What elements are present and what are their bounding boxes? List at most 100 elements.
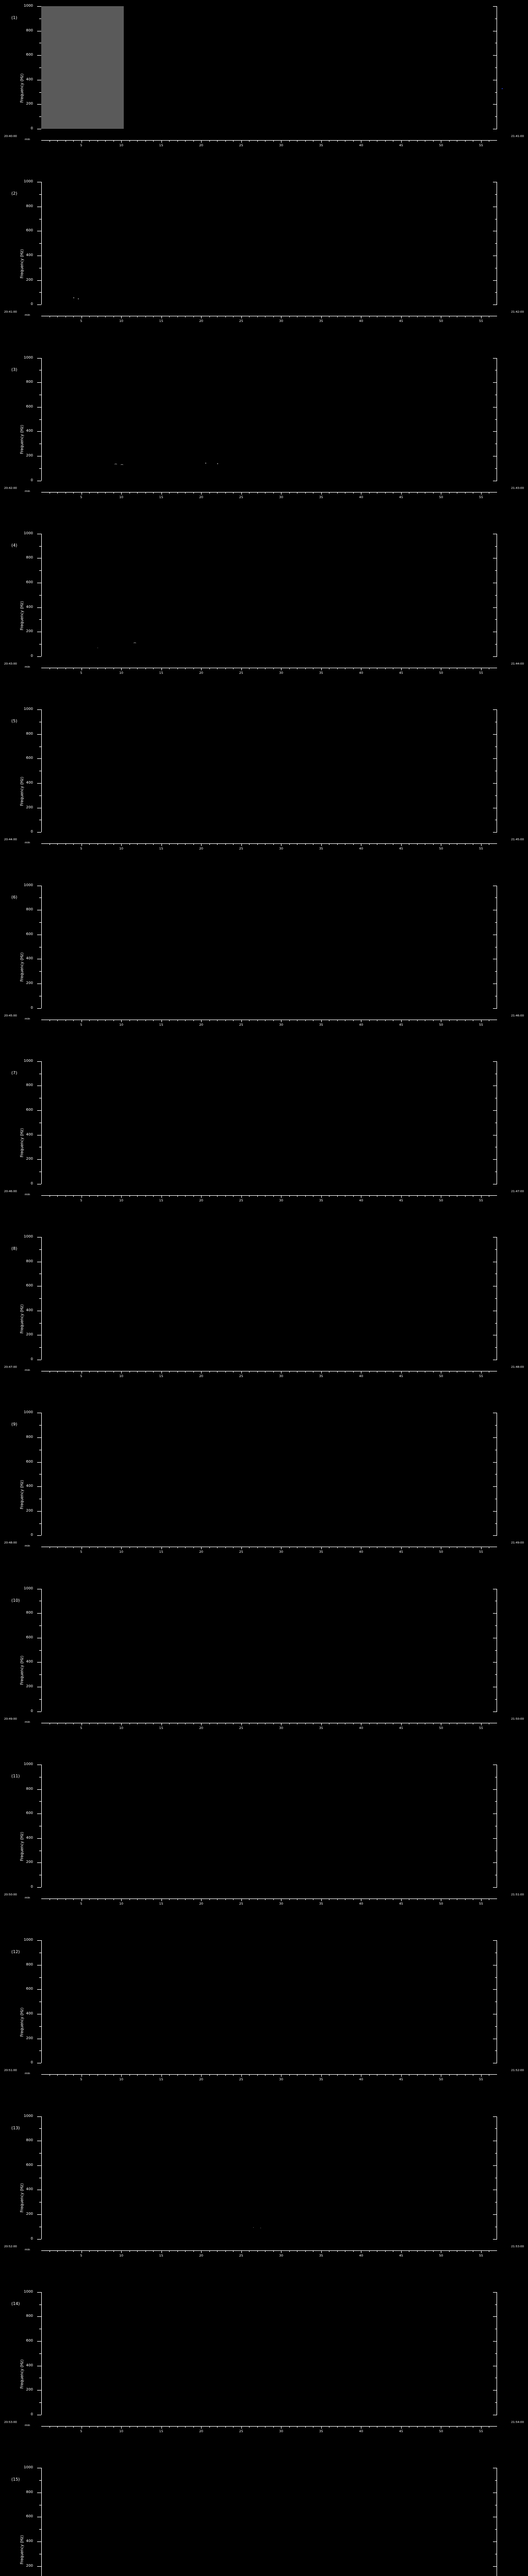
x-minor-tick bbox=[177, 140, 178, 142]
x-axis-spine bbox=[41, 2426, 497, 2427]
x-minor-tick bbox=[313, 1195, 314, 1197]
y-minor-tick bbox=[39, 570, 41, 571]
x-minor-tick bbox=[297, 2250, 298, 2252]
x-tick-label: 35 bbox=[319, 671, 323, 675]
x-minor-tick bbox=[185, 492, 186, 494]
y-tick bbox=[37, 734, 41, 735]
y-tick bbox=[37, 304, 41, 306]
x-minor-tick bbox=[113, 2074, 114, 2076]
y-minor-tick-right bbox=[495, 1425, 497, 1426]
x-minor-tick bbox=[185, 1547, 186, 1549]
spectrogram-panel: 0 200 400 600 800 1000 Frequency (Hz) (7) 5 10 15 2… bbox=[0, 1055, 528, 1231]
y-tick-label: 800 bbox=[26, 731, 33, 736]
x-minor-tick bbox=[105, 1722, 106, 1724]
x-minor-tick bbox=[137, 1195, 138, 1197]
x-tick-label: 20 bbox=[199, 847, 203, 851]
x-minor-tick bbox=[465, 667, 466, 669]
x-minor-tick bbox=[337, 1547, 338, 1549]
y-tick-right bbox=[493, 1437, 497, 1438]
x-minor-tick bbox=[105, 140, 106, 142]
y-minor-tick-right bbox=[495, 1474, 497, 1475]
x-tick bbox=[161, 1722, 162, 1725]
x-minor-tick bbox=[57, 2074, 58, 2076]
x-tick bbox=[81, 316, 82, 319]
x-minor-tick bbox=[153, 2250, 154, 2252]
x-minor-tick bbox=[313, 492, 314, 494]
x-tick-label: 55 bbox=[479, 2253, 483, 2258]
x-minor-tick bbox=[225, 1371, 226, 1373]
x-minor-tick bbox=[57, 316, 58, 318]
x-minor-tick bbox=[289, 316, 290, 318]
x-minor-tick bbox=[369, 2074, 370, 2076]
x-tick-label: 20 bbox=[199, 1023, 203, 1027]
y-tick-label: 200 bbox=[26, 2563, 33, 2568]
x-minor-tick bbox=[233, 843, 234, 845]
x-tick-label: 5 bbox=[80, 144, 82, 147]
x-minor-tick bbox=[217, 1899, 218, 1900]
x-axis-unit-label: min bbox=[25, 314, 30, 317]
x-tick-label: 45 bbox=[399, 1023, 403, 1027]
x-minor-tick bbox=[97, 140, 98, 142]
x-minor-tick bbox=[273, 1195, 274, 1197]
x-tick-label: 25 bbox=[239, 847, 243, 851]
x-tick bbox=[81, 1019, 82, 1022]
y-minor-tick-right bbox=[495, 1347, 497, 1348]
y-tick bbox=[37, 1237, 41, 1238]
x-axis-spine bbox=[41, 2250, 497, 2251]
x-minor-tick bbox=[97, 2250, 98, 2252]
x-axis-unit-label: min bbox=[25, 1017, 30, 1021]
x-minor-tick bbox=[353, 140, 354, 142]
x-minor-tick bbox=[417, 667, 418, 669]
x-minor-tick bbox=[313, 2426, 314, 2428]
x-minor-tick bbox=[249, 1195, 250, 1197]
x-minor-tick bbox=[89, 1899, 90, 1900]
x-minor-tick bbox=[313, 1019, 314, 1021]
panel-index-label: (9) bbox=[11, 1422, 18, 1427]
x-tick-label: 35 bbox=[319, 2429, 323, 2433]
signal-point-marker bbox=[78, 298, 79, 300]
signal-point-marker bbox=[217, 463, 219, 465]
x-minor-tick bbox=[225, 1899, 226, 1900]
x-minor-tick bbox=[185, 2426, 186, 2428]
x-tick bbox=[241, 1195, 242, 1198]
x-minor-tick bbox=[169, 492, 170, 494]
x-tick bbox=[401, 2074, 402, 2077]
x-tick-label: 5 bbox=[80, 1198, 82, 1202]
x-tick-label: 10 bbox=[119, 144, 123, 147]
x-minor-tick bbox=[433, 667, 434, 669]
x-minor-tick bbox=[313, 2250, 314, 2252]
y-minor-tick-right bbox=[495, 644, 497, 645]
y-tick-label: 200 bbox=[26, 1860, 33, 1865]
y-minor-tick-right bbox=[495, 1699, 497, 1700]
y-minor-tick bbox=[39, 1249, 41, 1250]
x-minor-tick bbox=[433, 492, 434, 494]
y-tick-label: 0 bbox=[30, 829, 33, 834]
x-minor-tick bbox=[129, 1371, 130, 1373]
x-minor-tick bbox=[265, 843, 266, 845]
x-tick bbox=[481, 1547, 482, 1550]
x-tick-label: 5 bbox=[80, 1375, 82, 1379]
x-minor-tick bbox=[169, 667, 170, 669]
x-tick-label: 25 bbox=[239, 1023, 243, 1027]
x-minor-tick bbox=[257, 492, 258, 494]
x-minor-tick bbox=[153, 1899, 154, 1900]
x-tick-label: 5 bbox=[80, 847, 82, 851]
x-minor-tick bbox=[105, 2426, 106, 2428]
y-tick-right bbox=[493, 656, 497, 657]
y-axis-label: Frequency (Hz) bbox=[19, 1832, 24, 1861]
panel-index-label: (12) bbox=[11, 1950, 20, 1955]
x-minor-tick bbox=[193, 1019, 194, 1021]
x-minor-tick bbox=[385, 1722, 386, 1724]
y-axis-label: Frequency (Hz) bbox=[19, 425, 24, 454]
y-tick-label: 200 bbox=[26, 980, 33, 985]
x-minor-tick bbox=[169, 1371, 170, 1373]
x-tick-label: 25 bbox=[239, 2429, 243, 2433]
x-tick bbox=[201, 492, 202, 495]
panel-end-time: 21:50:00 bbox=[511, 1717, 524, 1721]
y-tick-right bbox=[493, 1613, 497, 1614]
x-tick-label: 45 bbox=[399, 1902, 403, 1906]
x-minor-tick bbox=[73, 1547, 74, 1549]
x-minor-tick bbox=[233, 1547, 234, 1549]
x-minor-tick bbox=[89, 1547, 90, 1549]
x-minor-tick bbox=[305, 1019, 306, 1021]
